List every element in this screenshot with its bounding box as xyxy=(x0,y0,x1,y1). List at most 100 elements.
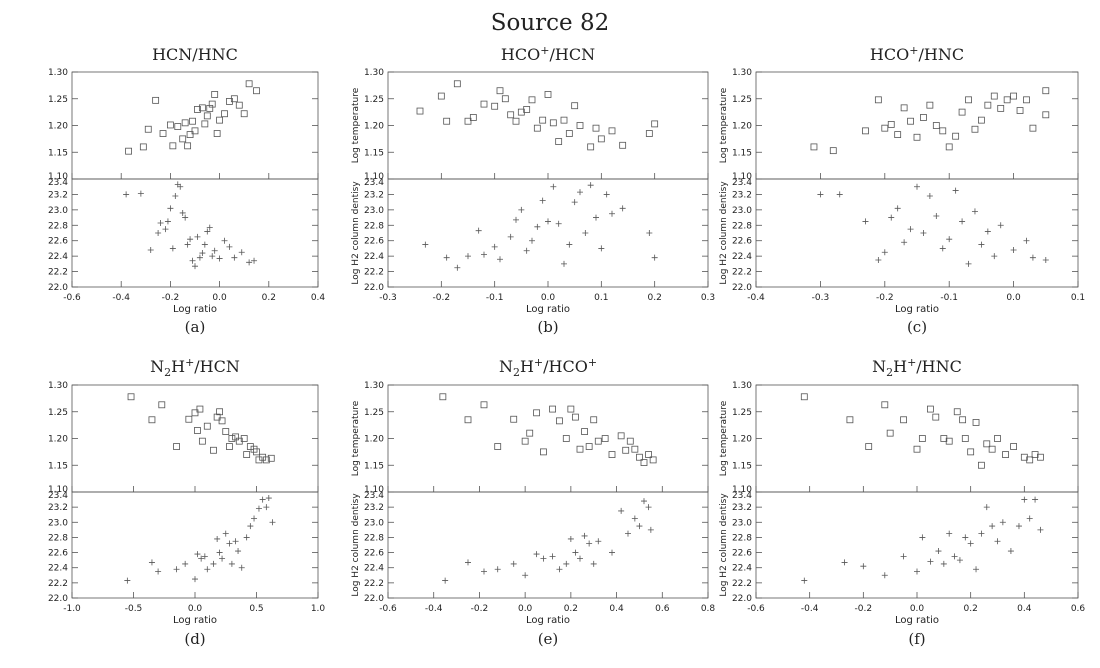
scatter-point-square xyxy=(576,122,584,129)
scatter-point-plus xyxy=(155,230,162,236)
x-tick-label: 0.3 xyxy=(701,293,715,303)
y-tick-label: 22.4 xyxy=(732,252,752,262)
y-tick-label: 22.6 xyxy=(48,549,68,559)
scatter-point-plus xyxy=(172,192,179,199)
scatter-point-plus xyxy=(556,566,563,573)
scatter-point-plus xyxy=(442,577,449,584)
y-axis-label-bottom: Log H2 column dentisy xyxy=(719,493,729,597)
y-tick-label: 22.0 xyxy=(364,594,384,604)
scatter-point-plus xyxy=(209,253,216,260)
scatter-point-square xyxy=(800,393,808,401)
scatter-point-square xyxy=(913,445,921,453)
scatter-point-plus xyxy=(940,560,947,567)
scatter-point-square xyxy=(1016,107,1024,114)
chart-panel: -0.6 -0.4 -0.2 0.0 0.2 0.4 0.6 1.10 1.15 1.20 1.25… xyxy=(719,356,1085,648)
y-tick-label: 22.6 xyxy=(732,237,752,247)
scatter-point-plus xyxy=(545,218,551,225)
scatter-point-square xyxy=(208,100,216,108)
y-tick-label: 23.4 xyxy=(48,178,68,188)
x-tick-label: 0.0 xyxy=(541,293,556,303)
x-tick-label: -0.6 xyxy=(63,293,81,303)
y-axis-label-top: Log temperature xyxy=(351,87,361,163)
scatter-point-plus xyxy=(1021,496,1028,503)
scatter-point-plus xyxy=(204,566,211,573)
figure-title: Source 82 xyxy=(491,10,609,36)
scatter-point-plus xyxy=(939,245,946,252)
scatter-point-plus xyxy=(587,182,594,189)
scatter-point-plus xyxy=(155,568,162,575)
y-tick-label: 23.4 xyxy=(732,178,752,188)
y-tick-label: 22.0 xyxy=(732,594,752,604)
y-tick-label: 1.10 xyxy=(732,485,752,495)
scatter-point-square xyxy=(221,110,228,118)
scatter-point-square xyxy=(127,393,135,401)
x-tick-label: 0.1 xyxy=(594,293,608,303)
scatter-point-plus xyxy=(550,183,557,190)
y-tick-label: 22.6 xyxy=(48,237,68,247)
scatter-point-plus xyxy=(881,572,888,579)
scatter-point-square xyxy=(501,95,509,103)
scatter-point-square xyxy=(1010,92,1017,100)
y-tick-label: 1.30 xyxy=(48,68,68,78)
scatter-point-square xyxy=(560,116,568,124)
scatter-point-square xyxy=(1010,443,1017,450)
x-tick-label: 0.4 xyxy=(311,293,326,303)
scatter-point-plus xyxy=(836,191,843,198)
y-tick-label: 23.2 xyxy=(732,190,752,200)
top-plot-frame xyxy=(387,384,709,493)
y-tick-label: 22.4 xyxy=(48,252,68,262)
scatter-point-plus xyxy=(251,257,258,264)
y-tick-label: 22.0 xyxy=(48,594,68,604)
scatter-point-plus xyxy=(491,243,498,250)
scatter-point-plus xyxy=(226,540,233,547)
scatter-point-plus xyxy=(124,577,131,584)
scatter-point-plus xyxy=(214,535,221,542)
scatter-point-square xyxy=(645,451,652,458)
scatter-point-square xyxy=(565,130,573,137)
x-tick-label: -0.3 xyxy=(379,293,397,303)
scatter-point-square xyxy=(597,135,605,143)
scatter-point-plus xyxy=(219,555,226,562)
y-tick-label: 22.8 xyxy=(732,221,752,231)
scatter-point-square xyxy=(549,119,557,127)
y-tick-label: 1.25 xyxy=(48,408,68,418)
scatter-point-square xyxy=(862,127,869,135)
scatter-point-square xyxy=(994,435,1001,442)
y-tick-label: 22.6 xyxy=(732,549,752,559)
scatter-point-square xyxy=(651,120,659,128)
scatter-point-square xyxy=(913,133,921,141)
scatter-point-square xyxy=(203,422,211,430)
scatter-point-plus xyxy=(965,260,972,267)
scatter-point-plus xyxy=(173,566,180,573)
y-tick-label: 1.20 xyxy=(732,122,752,132)
scatter-point-plus xyxy=(946,236,953,243)
scatter-point-plus xyxy=(494,566,501,573)
scatter-point-plus xyxy=(211,247,218,254)
scatter-point-plus xyxy=(956,557,963,564)
scatter-point-square xyxy=(480,401,488,409)
scatter-point-plus xyxy=(216,255,223,262)
scatter-point-plus xyxy=(475,227,482,234)
x-tick-label: -1.0 xyxy=(63,604,81,614)
scatter-point-plus xyxy=(247,523,254,530)
scatter-point-plus xyxy=(920,230,927,236)
scatter-point-square xyxy=(990,92,998,100)
scatter-point-square xyxy=(886,429,894,437)
scatter-point-plus xyxy=(651,254,658,261)
scatter-point-square xyxy=(211,91,219,98)
scatter-point-plus xyxy=(631,515,638,522)
scatter-point-plus xyxy=(581,532,588,539)
scatter-point-plus xyxy=(609,549,615,556)
scatter-point-plus xyxy=(888,214,895,221)
scatter-point-square xyxy=(144,125,152,133)
scatter-point-plus xyxy=(523,247,530,254)
scatter-point-square xyxy=(874,96,882,104)
x-tick-label: -0.5 xyxy=(125,604,143,614)
scatter-point-square xyxy=(230,95,238,103)
x-tick-label: 0.0 xyxy=(188,604,203,614)
scatter-point-square xyxy=(218,417,226,425)
y-tick-label: 1.25 xyxy=(364,95,384,105)
y-tick-label: 22.2 xyxy=(732,268,752,278)
scatter-point-plus xyxy=(507,233,514,240)
scatter-point-plus xyxy=(199,250,206,257)
